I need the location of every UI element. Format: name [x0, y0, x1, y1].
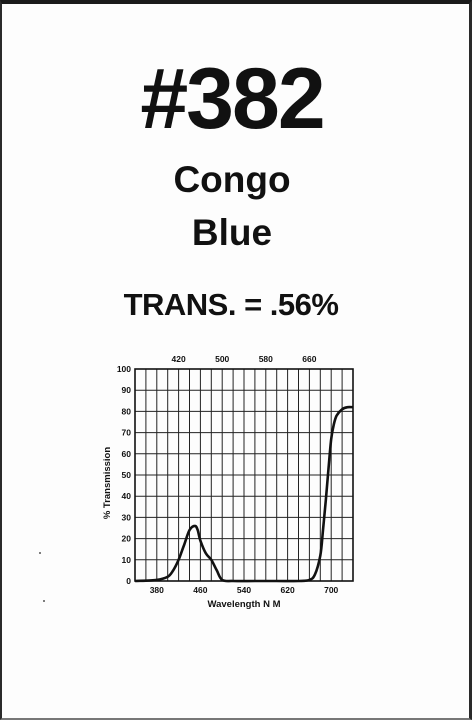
print-speck: [43, 600, 45, 602]
x-tick-label-top: 580: [259, 354, 273, 364]
filter-name-line2: Blue: [191, 212, 273, 253]
y-axis-label: % Transmission: [102, 447, 113, 520]
y-tick-label: 70: [122, 428, 132, 438]
x-tick-label-bottom: 620: [281, 585, 295, 595]
transmission-value: TRANS. = .56%: [123, 287, 339, 322]
x-tick-label-top: 420: [172, 354, 186, 364]
x-tick-label-top: 500: [215, 354, 229, 364]
y-tick-label: 60: [122, 449, 132, 459]
filter-name-line1: Congo: [173, 159, 291, 200]
x-tick-label-bottom: 700: [324, 585, 338, 595]
y-tick-label: 40: [122, 491, 132, 501]
print-speck: [39, 552, 41, 554]
y-tick-label: 80: [122, 406, 132, 416]
y-tick-label: 50: [122, 470, 132, 480]
transmission-curve: [134, 405, 354, 583]
x-axis-label: Wavelength N M: [207, 599, 280, 610]
y-tick-label: 20: [122, 534, 132, 544]
x-tick-label-bottom: 540: [237, 585, 251, 595]
x-tick-label-bottom: 380: [150, 585, 164, 595]
y-tick-label: 0: [126, 576, 131, 586]
y-tick-label: 30: [122, 512, 132, 522]
y-tick-label: 90: [122, 385, 132, 395]
filter-number: #382: [140, 51, 325, 147]
y-tick-label: 10: [122, 555, 132, 565]
x-tick-label-top: 660: [302, 354, 316, 364]
transmission-chart: 0 10 20 30 40 50 60 70 80 90 100 380 460 540 620 700 420…: [102, 354, 354, 610]
y-tick-label: 100: [117, 364, 131, 374]
x-tick-label-bottom: 460: [193, 585, 207, 595]
